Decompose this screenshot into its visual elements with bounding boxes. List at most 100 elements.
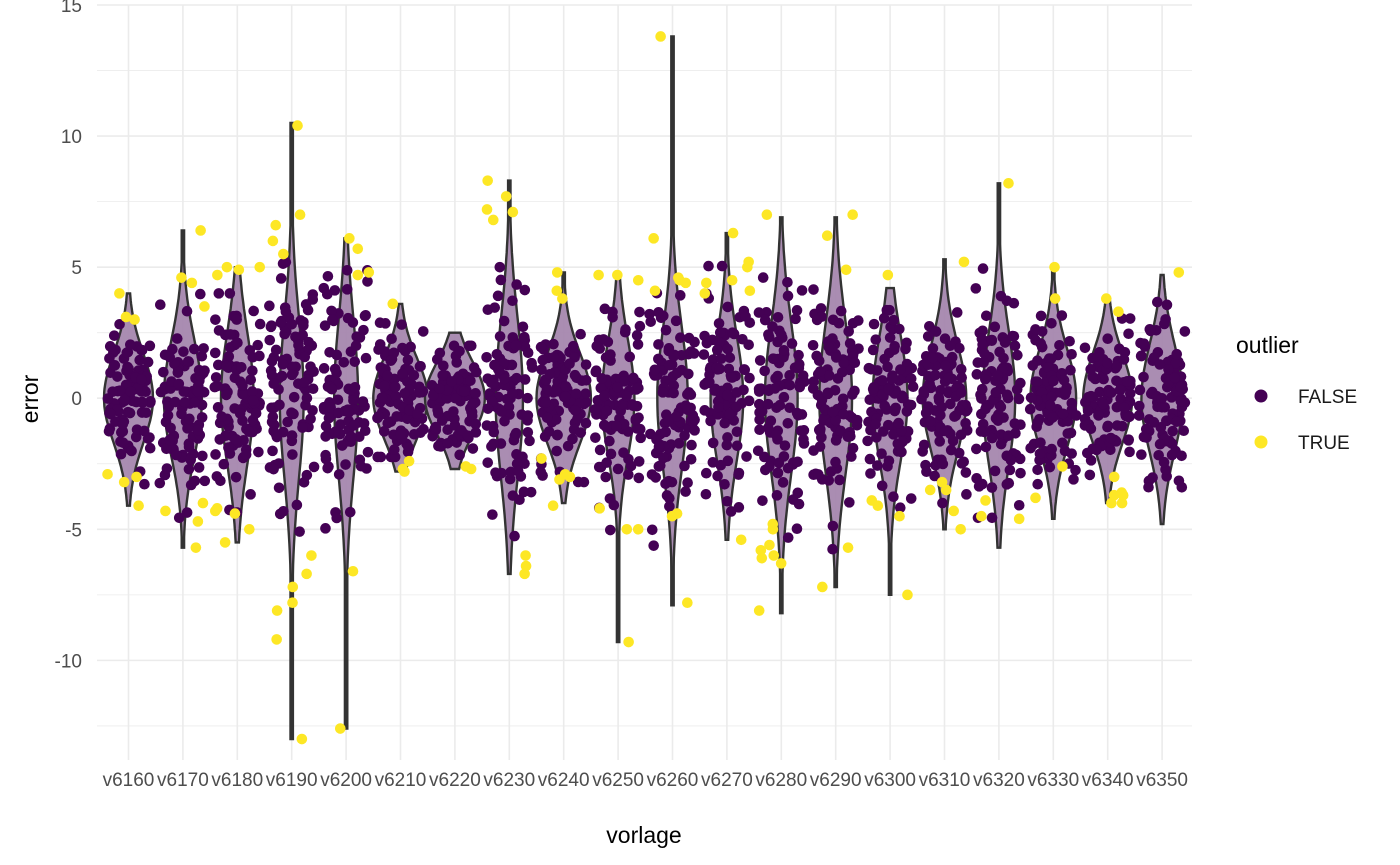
point-false (198, 343, 209, 354)
point-false (632, 330, 643, 341)
point-true (234, 264, 245, 275)
point-false (894, 440, 905, 451)
point-false (471, 367, 482, 378)
point-true (728, 228, 739, 239)
point-false (382, 370, 393, 381)
point-false (937, 498, 948, 509)
point-false (940, 360, 951, 371)
point-false (171, 450, 182, 461)
point-false (518, 322, 529, 333)
point-false (523, 427, 534, 438)
point-false (741, 451, 752, 462)
point-false (579, 477, 590, 488)
point-false (714, 318, 725, 329)
point-false (320, 450, 331, 461)
point-false (323, 271, 334, 282)
point-true (976, 511, 987, 522)
point-false (754, 384, 765, 395)
point-false (274, 482, 285, 493)
point-false (1012, 384, 1023, 395)
point-false (1102, 422, 1113, 433)
point-false (487, 509, 498, 520)
point-false (793, 350, 804, 361)
point-false (396, 319, 407, 330)
point-false (906, 400, 917, 411)
point-false (668, 388, 679, 399)
point-false (635, 321, 646, 332)
point-false (758, 272, 769, 283)
point-true (552, 267, 563, 278)
point-false (972, 369, 983, 380)
point-false (255, 319, 266, 330)
point-false (298, 320, 309, 331)
point-false (1014, 394, 1025, 405)
point-false (575, 427, 586, 438)
point-false (117, 419, 128, 430)
point-true (198, 498, 209, 509)
point-false (145, 443, 156, 454)
point-false (815, 366, 826, 377)
point-false (956, 387, 967, 398)
point-false (628, 373, 639, 384)
point-false (231, 434, 242, 445)
point-false (193, 386, 204, 397)
point-false (575, 329, 586, 340)
point-false (581, 375, 592, 386)
point-false (978, 263, 989, 274)
point-false (137, 397, 148, 408)
point-false (973, 357, 984, 368)
point-true (254, 262, 265, 273)
point-false (194, 462, 205, 473)
point-false (771, 430, 782, 441)
point-false (701, 468, 712, 479)
point-true (199, 301, 210, 312)
legend-swatch-true (1255, 436, 1268, 449)
point-false (225, 329, 236, 340)
point-false (1066, 349, 1077, 360)
point-false (815, 426, 826, 437)
point-false (1171, 416, 1182, 427)
point-false (389, 444, 400, 455)
point-false (732, 441, 743, 452)
point-false (375, 317, 386, 328)
point-false (277, 371, 288, 382)
point-false (214, 288, 225, 299)
point-false (879, 354, 890, 365)
legend-swatch-false (1255, 390, 1268, 403)
point-false (1014, 500, 1025, 511)
point-false (981, 311, 992, 322)
point-false (831, 352, 842, 363)
point-false (869, 319, 880, 330)
point-false (536, 467, 547, 478)
point-false (989, 322, 1000, 333)
point-true (1014, 514, 1025, 525)
point-false (705, 416, 716, 427)
point-false (1046, 353, 1057, 364)
point-false (600, 472, 611, 483)
point-true (948, 506, 959, 517)
point-false (112, 371, 123, 382)
point-false (446, 376, 457, 387)
point-false (671, 316, 682, 327)
point-false (470, 419, 481, 430)
point-true (560, 469, 571, 480)
point-false (996, 439, 1007, 450)
point-false (971, 444, 982, 455)
point-true (288, 582, 299, 593)
point-false (785, 380, 796, 391)
point-false (976, 426, 987, 437)
point-false (755, 355, 766, 366)
point-false (244, 426, 255, 437)
point-true (520, 550, 531, 561)
point-false (917, 446, 928, 457)
point-false (463, 430, 474, 441)
point-true (959, 257, 970, 268)
point-false (757, 495, 768, 506)
point-true (866, 495, 877, 506)
point-true (817, 582, 828, 593)
point-false (772, 468, 783, 479)
point-false (675, 290, 686, 301)
point-false (373, 344, 384, 355)
point-false (843, 326, 854, 337)
point-false (492, 349, 503, 360)
